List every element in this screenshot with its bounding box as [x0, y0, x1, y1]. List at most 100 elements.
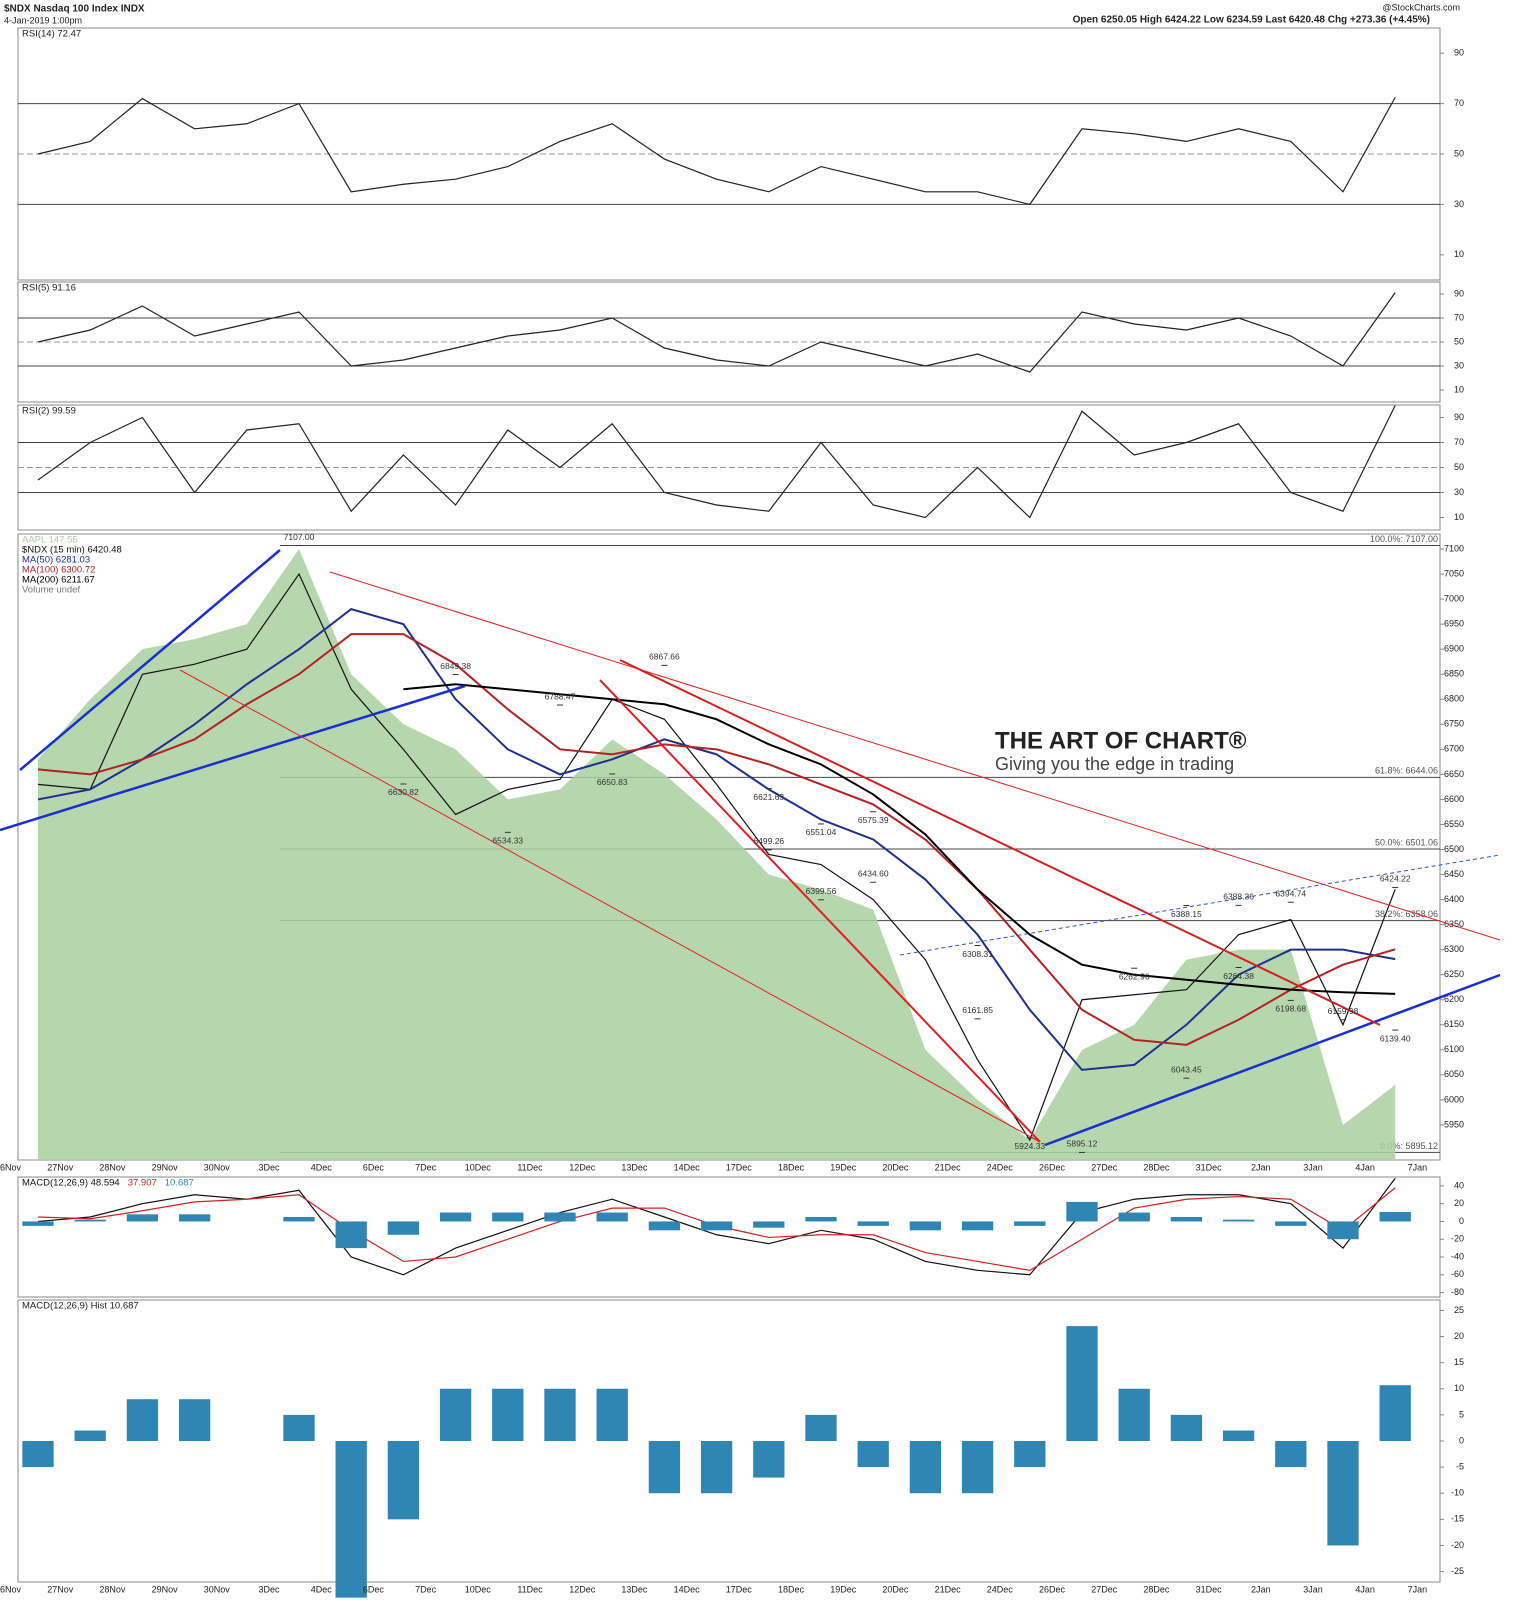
x-tick-label: 3Dec: [258, 1162, 280, 1172]
x-tick-label: 4Dec: [311, 1162, 333, 1172]
annotation-label: 6394.74: [1275, 888, 1306, 898]
y-tick-label: 70: [1454, 98, 1464, 108]
x-tick-label: 31Dec: [1196, 1162, 1223, 1172]
bar: [1379, 1385, 1411, 1441]
bar: [961, 1441, 994, 1494]
y-tick-label: -25: [1451, 1566, 1464, 1576]
x-tick-label: 7Jan: [1408, 1162, 1428, 1172]
annotation-label: 6264.38: [1223, 971, 1254, 981]
y-tick-label: 70: [1454, 437, 1464, 447]
legend-entry: RSI(2) 99.59: [22, 406, 76, 417]
series-line: [37, 633, 1396, 1046]
fib-label: 0.0%: 5895.12: [1380, 1141, 1438, 1151]
x-tick-label: 3Jan: [1303, 1584, 1323, 1594]
x-tick-label: 17Dec: [726, 1162, 753, 1172]
annotation-label: 6534.33: [492, 836, 523, 846]
bar: [335, 1221, 367, 1249]
x-tick-label: 11Dec: [517, 1584, 543, 1594]
x-tick-label: 28Nov: [99, 1584, 126, 1594]
x-tick-label: 18Dec: [778, 1584, 805, 1594]
x-tick-label: 28Nov: [99, 1162, 126, 1172]
legend-entry: AAPL 147.55: [22, 535, 78, 546]
annotation-label: 7107.00: [284, 532, 315, 542]
legend-entry: MA(100) 6300.72: [22, 565, 95, 576]
bar: [283, 1414, 315, 1441]
x-tick-label: 13Dec: [621, 1584, 648, 1594]
legend-entry: 10.687: [165, 1178, 194, 1189]
x-tick-label: 13Dec: [621, 1162, 648, 1172]
annotation-label: 6621.63: [753, 792, 784, 802]
bar: [178, 1399, 211, 1441]
y-tick-label: 30: [1454, 487, 1464, 497]
x-tick-label: 4Dec: [311, 1584, 333, 1594]
legend-entry: MACD(12,26,9) 48.594: [22, 1178, 120, 1189]
y-tick-label: 6050: [1444, 1069, 1464, 1079]
x-tick-label: 20Dec: [882, 1162, 909, 1172]
trendlines: [0, 549, 1501, 1147]
legend-entry: $NDX (15 min) 6420.48: [22, 545, 122, 556]
fib-label: 38.2%: 6358.06: [1375, 909, 1438, 919]
y-tick-label: 6500: [1444, 844, 1464, 854]
y-tick-label: 30: [1454, 360, 1464, 370]
y-tick-label: 7100: [1444, 543, 1464, 553]
annotation-label: 6867.66: [649, 652, 680, 662]
y-tick-label: 7050: [1444, 568, 1464, 578]
x-tick-label: 7Dec: [415, 1162, 437, 1172]
bar: [492, 1212, 524, 1222]
x-tick-label: 20Dec: [882, 1584, 909, 1594]
x-tick-label: 2Jan: [1251, 1162, 1271, 1172]
x-tick-label: 10Dec: [465, 1584, 492, 1594]
x-tick-label: 4Jan: [1355, 1584, 1375, 1594]
x-tick-label: 2Jan: [1251, 1584, 1271, 1594]
annotation-label: 6551.04: [806, 827, 837, 837]
bar: [126, 1214, 159, 1222]
bar: [74, 1430, 106, 1441]
series-line: [37, 1177, 1396, 1276]
x-tick-label: 26Dec: [1039, 1162, 1066, 1172]
x-tick-label: 24Dec: [987, 1162, 1014, 1172]
bar: [544, 1212, 576, 1222]
bar: [126, 1399, 159, 1441]
y-tick-label: 6650: [1444, 769, 1464, 779]
y-tick-label: 10: [1454, 1383, 1464, 1393]
y-tick-label: 10: [1454, 384, 1464, 394]
bar: [1014, 1221, 1046, 1226]
y-tick-label: -40: [1451, 1251, 1464, 1261]
y-tick-label: 70: [1454, 312, 1464, 322]
y-tick-label: 6750: [1444, 719, 1464, 729]
annotation-label: 6388.36: [1223, 892, 1254, 902]
annotation-label: 6159.98: [1328, 1006, 1359, 1016]
y-tick-label: 50: [1454, 336, 1464, 346]
y-tick-label: 6550: [1444, 819, 1464, 829]
y-tick-label: 0: [1459, 1435, 1464, 1445]
x-tick-label: 12Dec: [569, 1584, 596, 1594]
annotation-label: 6849.38: [440, 661, 471, 671]
y-tick-label: 6600: [1444, 794, 1464, 804]
legend-entry: RSI(14) 72.47: [22, 29, 81, 40]
annotation-label: 6434.60: [858, 869, 889, 879]
bar: [753, 1441, 785, 1478]
y-tick-label: 10: [1454, 249, 1464, 259]
y-tick-label: -20: [1451, 1540, 1464, 1550]
annotation-label: 6630.82: [388, 787, 419, 797]
legend-entry: Volume undef: [22, 585, 80, 596]
x-tick-label: 7Dec: [415, 1584, 437, 1594]
bar: [1275, 1221, 1307, 1226]
y-tick-label: 30: [1454, 199, 1464, 209]
annotation-label: 6139.40: [1380, 1033, 1411, 1043]
y-tick-label: -5: [1456, 1461, 1464, 1471]
x-tick-label: 14Dec: [674, 1584, 701, 1594]
x-tick-label: 11Dec: [517, 1162, 543, 1172]
annotation-label: 6388.15: [1171, 909, 1202, 919]
y-tick-label: 25: [1454, 1305, 1464, 1315]
bar: [596, 1212, 628, 1222]
annotation-label: 6650.83: [597, 777, 628, 787]
x-tick-label: 18Dec: [778, 1162, 805, 1172]
x-tick-label: 26Dec: [1039, 1584, 1066, 1594]
y-tick-label: 6250: [1444, 969, 1464, 979]
y-tick-label: 0: [1459, 1216, 1464, 1226]
y-tick-label: 6950: [1444, 619, 1464, 629]
x-tick-label: 4Jan: [1355, 1162, 1375, 1172]
y-tick-label: 90: [1454, 48, 1464, 58]
bar: [648, 1441, 681, 1494]
